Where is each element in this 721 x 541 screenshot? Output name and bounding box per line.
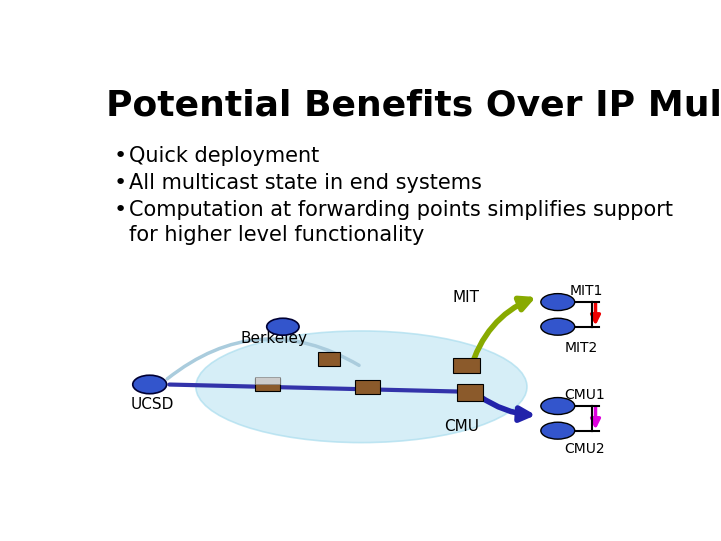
Ellipse shape — [541, 422, 575, 439]
Text: Quick deployment: Quick deployment — [129, 146, 319, 166]
Text: Berkeley: Berkeley — [241, 331, 308, 346]
Text: MIT2: MIT2 — [565, 341, 598, 354]
Text: Computation at forwarding points simplifies support
for higher level functionali: Computation at forwarding points simplif… — [129, 200, 673, 245]
Ellipse shape — [541, 294, 575, 311]
Bar — [456, 384, 484, 401]
Text: CMU: CMU — [445, 419, 479, 434]
Bar — [318, 352, 340, 366]
Bar — [355, 380, 380, 394]
Bar — [454, 358, 480, 373]
Text: •: • — [113, 173, 127, 193]
Text: •: • — [113, 146, 127, 166]
Ellipse shape — [196, 331, 527, 443]
Text: CMU2: CMU2 — [565, 442, 606, 456]
Ellipse shape — [267, 318, 299, 335]
Text: All multicast state in end systems: All multicast state in end systems — [129, 173, 482, 193]
Ellipse shape — [133, 375, 167, 394]
Ellipse shape — [541, 318, 575, 335]
Text: Potential Benefits Over IP Multicast: Potential Benefits Over IP Multicast — [106, 88, 721, 122]
Bar — [255, 378, 280, 391]
Text: CMU1: CMU1 — [565, 388, 606, 403]
Ellipse shape — [541, 398, 575, 414]
Text: •: • — [113, 200, 127, 220]
Bar — [255, 377, 280, 385]
Text: MIT1: MIT1 — [570, 285, 603, 299]
Text: MIT: MIT — [452, 290, 479, 305]
Text: UCSD: UCSD — [131, 397, 174, 412]
